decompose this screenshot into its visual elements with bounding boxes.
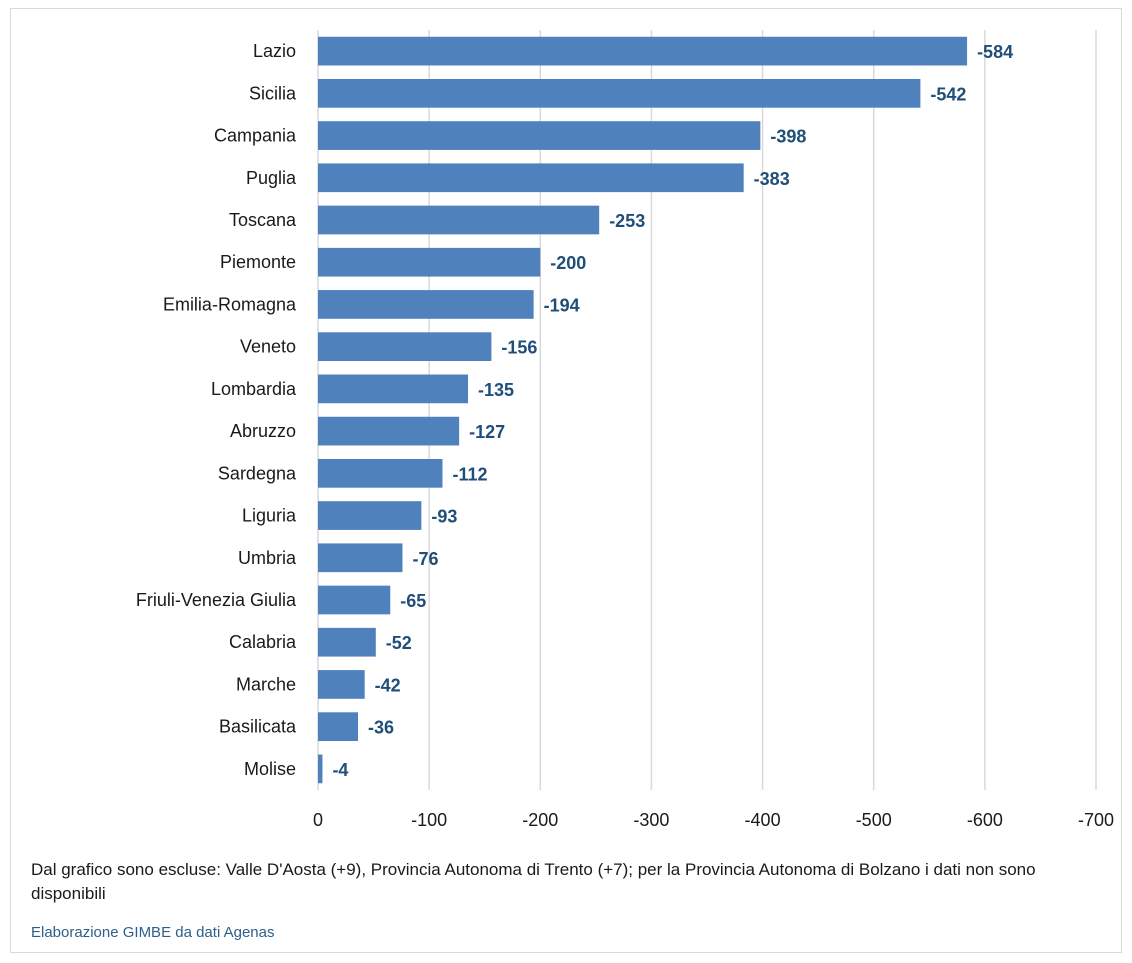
bar [318,627,376,657]
data-label: -253 [609,211,645,231]
data-label: -42 [375,675,401,695]
category-label: Piemonte [220,252,296,272]
data-label: -93 [431,507,457,527]
category-label: Molise [244,759,296,779]
bar [318,247,541,277]
category-label: Umbria [238,548,297,568]
bar [318,290,534,319]
data-label: -135 [478,380,514,400]
gridlines [317,30,1097,790]
data-label: -398 [770,127,806,147]
data-labels: -584 -542 -398 -383 -253 -200 -194 -156 -135 -127… [332,42,1013,780]
category-label: Toscana [229,210,297,230]
category-label: Sardegna [218,463,297,483]
category-label: Emilia-Romagna [163,294,297,314]
category-label: Abruzzo [230,421,296,441]
bars [318,36,968,784]
data-label: -194 [544,295,580,315]
x-tick-label: -500 [856,810,892,830]
x-axis-tick-labels: 0 -100 -200 -300 -400 -500 -600 -700 [313,810,1114,830]
bar [318,374,469,404]
bar [318,332,492,362]
x-tick-label: -100 [411,810,447,830]
category-label: Friuli-Venezia Giulia [136,590,297,610]
bar [318,36,968,66]
category-label: Basilicata [219,717,297,737]
x-tick-label: -400 [745,810,781,830]
chart-footnote: Dal grafico sono escluse: Valle D'Aosta … [31,860,1036,903]
chart-source: Elaborazione GIMBE da dati Agenas [31,924,275,941]
x-tick-label: -600 [967,810,1003,830]
category-label: Liguria [242,506,297,526]
x-tick-label: -200 [522,810,558,830]
category-label: Lombardia [211,379,297,399]
x-tick-label: -300 [633,810,669,830]
bar [318,585,391,615]
bar [318,416,460,446]
data-label: -76 [412,549,438,569]
category-label: Marche [236,674,296,694]
bar [318,754,323,784]
category-label: Lazio [253,41,296,61]
data-label: -112 [452,464,487,484]
bar [318,670,365,699]
data-label: -542 [930,84,966,104]
category-labels: Lazio Sicilia Campania Puglia Toscana Piemont… [136,41,297,779]
x-tick-label: 0 [313,810,323,830]
x-tick-label: -700 [1078,810,1114,830]
bar [318,78,921,108]
category-label: Veneto [240,337,296,357]
data-label: -4 [332,760,348,780]
data-label: -156 [501,338,537,358]
category-label: Sicilia [249,83,297,103]
category-label: Campania [214,126,297,146]
bar [318,121,761,150]
category-label: Calabria [229,632,297,652]
bar [318,543,403,573]
data-label: -65 [400,591,426,611]
bar [318,501,422,530]
data-label: -36 [368,718,394,738]
data-label: -127 [469,422,505,442]
bar [318,205,600,235]
category-label: Puglia [246,168,297,188]
bar [318,712,359,742]
bar [318,458,443,488]
data-label: -383 [754,169,790,189]
data-label: -584 [977,42,1013,62]
data-label: -200 [550,253,586,273]
data-label: -52 [386,633,412,653]
bar [318,163,744,193]
